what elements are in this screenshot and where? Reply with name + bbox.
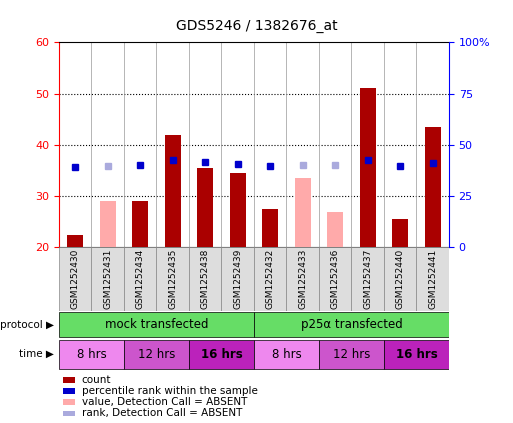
Text: 8 hrs: 8 hrs [76,348,106,361]
Bar [100,201,116,247]
Bar [67,235,83,247]
Text: GSM1252430: GSM1252430 [71,249,80,309]
FancyBboxPatch shape [319,247,351,311]
Text: GSM1252437: GSM1252437 [363,249,372,309]
Bar [165,135,181,247]
Text: value, Detection Call = ABSENT: value, Detection Call = ABSENT [82,397,247,407]
FancyBboxPatch shape [222,247,254,311]
Text: GSM1252439: GSM1252439 [233,249,242,309]
Bar [63,377,75,382]
Bar [63,399,75,405]
Text: 12 hrs: 12 hrs [333,348,370,361]
Bar [229,173,246,247]
Text: 16 hrs: 16 hrs [396,348,437,361]
FancyBboxPatch shape [189,340,254,369]
FancyBboxPatch shape [59,312,254,337]
Text: count: count [82,375,111,385]
Text: time ▶: time ▶ [19,349,54,359]
Text: GSM1252435: GSM1252435 [168,249,177,309]
FancyBboxPatch shape [351,247,384,311]
FancyBboxPatch shape [384,247,417,311]
Text: GSM1252433: GSM1252433 [298,249,307,309]
Bar [132,201,148,247]
Text: GSM1252434: GSM1252434 [136,249,145,309]
FancyBboxPatch shape [286,247,319,311]
FancyBboxPatch shape [254,340,319,369]
Text: protocol ▶: protocol ▶ [0,320,54,330]
Text: GSM1252431: GSM1252431 [103,249,112,309]
FancyBboxPatch shape [59,247,91,311]
Bar [424,127,441,247]
Bar [392,219,408,247]
FancyBboxPatch shape [254,312,449,337]
Text: GDS5246 / 1382676_at: GDS5246 / 1382676_at [175,19,338,33]
FancyBboxPatch shape [59,340,124,369]
FancyBboxPatch shape [384,340,449,369]
Text: 12 hrs: 12 hrs [138,348,175,361]
Text: GSM1252432: GSM1252432 [266,249,274,309]
FancyBboxPatch shape [124,247,156,311]
FancyBboxPatch shape [91,247,124,311]
Text: GSM1252441: GSM1252441 [428,249,437,309]
Bar [262,209,278,247]
Bar [294,178,311,247]
Text: mock transfected: mock transfected [105,318,208,331]
FancyBboxPatch shape [319,340,384,369]
Text: 8 hrs: 8 hrs [271,348,301,361]
Text: GSM1252438: GSM1252438 [201,249,210,309]
Bar [63,388,75,394]
Bar [327,212,343,247]
Text: GSM1252436: GSM1252436 [331,249,340,309]
Bar [197,168,213,247]
FancyBboxPatch shape [417,247,449,311]
Text: GSM1252440: GSM1252440 [396,249,405,309]
Bar [63,411,75,416]
FancyBboxPatch shape [189,247,222,311]
FancyBboxPatch shape [254,247,286,311]
Text: rank, Detection Call = ABSENT: rank, Detection Call = ABSENT [82,408,242,418]
Text: percentile rank within the sample: percentile rank within the sample [82,386,258,396]
Bar [360,88,376,247]
Text: 16 hrs: 16 hrs [201,348,242,361]
FancyBboxPatch shape [156,247,189,311]
Text: p25α transfected: p25α transfected [301,318,402,331]
FancyBboxPatch shape [124,340,189,369]
